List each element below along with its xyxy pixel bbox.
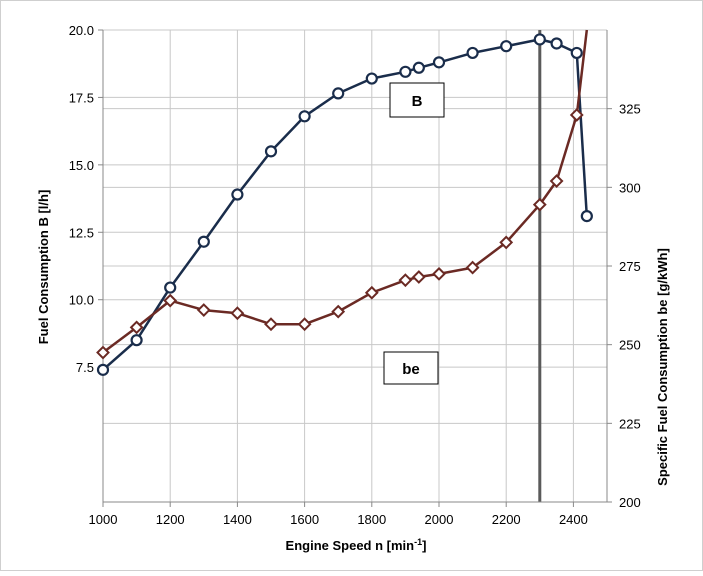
data-point-be	[264, 317, 278, 332]
data-point-be	[398, 273, 413, 288]
data-point-B	[412, 61, 425, 74]
series-label-box-be	[383, 351, 439, 385]
series-label-b: B	[412, 93, 423, 110]
y-left-tick-label: 17.5	[69, 90, 94, 105]
data-point-B	[96, 363, 110, 376]
data-point-B	[399, 65, 412, 78]
y-left-tick-label: 20.0	[69, 23, 94, 38]
data-point-be	[465, 260, 480, 275]
series-label-be: be	[402, 361, 420, 378]
data-point-be	[163, 293, 178, 308]
data-point-B	[365, 72, 378, 85]
x-tick-label: 2200	[492, 512, 521, 527]
data-point-be	[297, 317, 312, 332]
tick-labels: 1000 1200 1400 1600 1800 2000 2200 2400 7.5 10.0 1…	[69, 23, 641, 527]
series-label-box-b	[389, 82, 445, 118]
data-point-be	[364, 285, 379, 300]
y-right-tick-label: 225	[619, 416, 641, 431]
data-point-B	[264, 145, 278, 158]
y-right-tick-label: 325	[619, 102, 641, 117]
data-point-B	[332, 87, 345, 100]
data-point-be	[499, 235, 514, 250]
x-tick-label: 2400	[559, 512, 588, 527]
x-tick-label: 1200	[156, 512, 185, 527]
y-right-tick-label: 275	[619, 259, 641, 274]
axes	[98, 29, 612, 507]
y-right-axis-title: Specific Fuel Consumption be [g/kWh]	[655, 248, 670, 486]
data-point-B	[500, 40, 513, 53]
data-point-be	[549, 174, 564, 188]
x-tick-label: 1800	[357, 512, 386, 527]
y-left-axis-title: Fuel Consumption B [l/h]	[36, 190, 51, 345]
data-point-be	[432, 266, 446, 281]
data-point-B	[570, 46, 583, 60]
y-left-tick-label: 12.5	[69, 225, 94, 240]
data-point-B	[197, 235, 210, 248]
y-right-tick-label: 200	[619, 495, 641, 510]
y-left-tick-label: 15.0	[69, 158, 94, 173]
y-right-tick-label: 250	[619, 338, 641, 353]
y-left-tick-label: 7.5	[76, 360, 94, 375]
data-point-B	[466, 46, 479, 60]
data-point-B	[298, 110, 311, 123]
data-point-be	[129, 320, 144, 335]
data-point-B	[533, 33, 546, 46]
y-left-tick-label: 10.0	[69, 293, 94, 308]
data-point-be	[331, 304, 346, 319]
y-right-tick-label: 300	[619, 180, 641, 195]
data-point-B	[580, 210, 593, 223]
series-layer	[96, 29, 593, 376]
data-point-be	[532, 197, 547, 212]
x-axis-title: Engine Speed n [min-1]	[286, 537, 427, 553]
x-tick-label: 1000	[89, 512, 118, 527]
data-point-be	[96, 345, 110, 360]
data-point-B	[550, 37, 563, 50]
data-point-B	[130, 334, 143, 347]
data-point-be	[196, 303, 211, 317]
data-point-B	[432, 56, 446, 69]
data-point-B	[231, 188, 244, 201]
data-point-be	[569, 108, 584, 122]
x-tick-label: 1400	[223, 512, 252, 527]
x-tick-label: 2000	[425, 512, 454, 527]
data-point-be	[411, 270, 426, 284]
data-point-be	[230, 306, 245, 321]
x-tick-label: 1600	[290, 512, 319, 527]
data-point-B	[164, 281, 177, 294]
